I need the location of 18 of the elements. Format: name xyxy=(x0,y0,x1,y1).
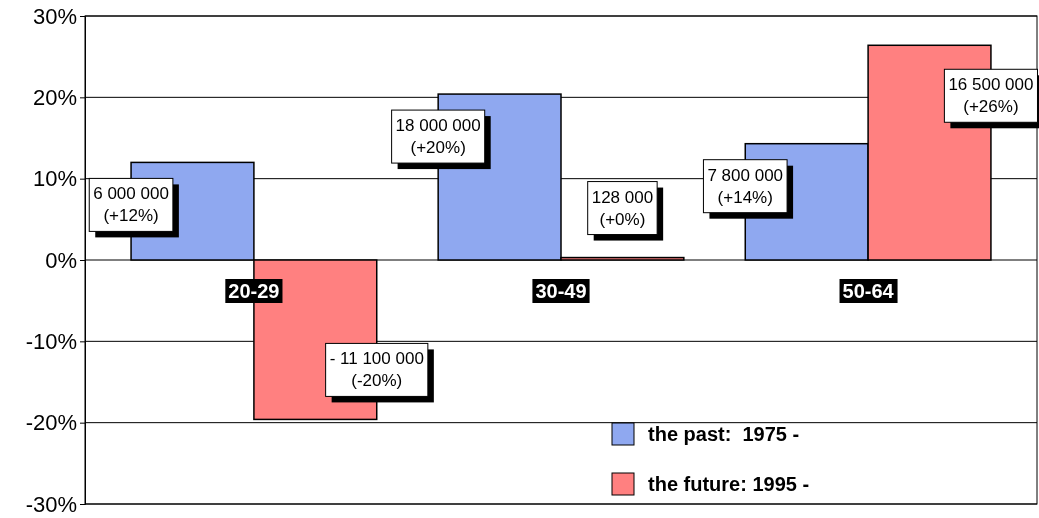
data-label: 6 000 000 (+12%) xyxy=(93,184,169,226)
data-label: 128 000 (+0%) xyxy=(591,187,654,229)
data-label: 16 500 000 (+26%) xyxy=(948,75,1034,117)
data-label: 7 800 000 (+14%) xyxy=(707,165,784,207)
x-tick-label: 30-49 xyxy=(535,280,587,302)
legend-label: the future: 1995 - xyxy=(648,473,810,495)
y-tick-label: 0% xyxy=(45,247,77,273)
data-label: - 11 100 000 (-20%) xyxy=(329,349,424,391)
y-tick-label: 30% xyxy=(32,3,77,29)
y-tick-label: -20% xyxy=(25,410,77,436)
legend-label: the past: 1975 - xyxy=(648,423,800,445)
y-tick-label: 20% xyxy=(32,84,77,110)
x-tick-label: 20-29 xyxy=(228,280,280,302)
data-label: 18 000 000 (+20%) xyxy=(395,116,481,158)
y-tick-label: -30% xyxy=(25,491,77,517)
x-tick-label: 50-64 xyxy=(842,280,895,302)
y-tick-label: -10% xyxy=(25,328,77,354)
y-tick-label: 10% xyxy=(32,166,77,192)
